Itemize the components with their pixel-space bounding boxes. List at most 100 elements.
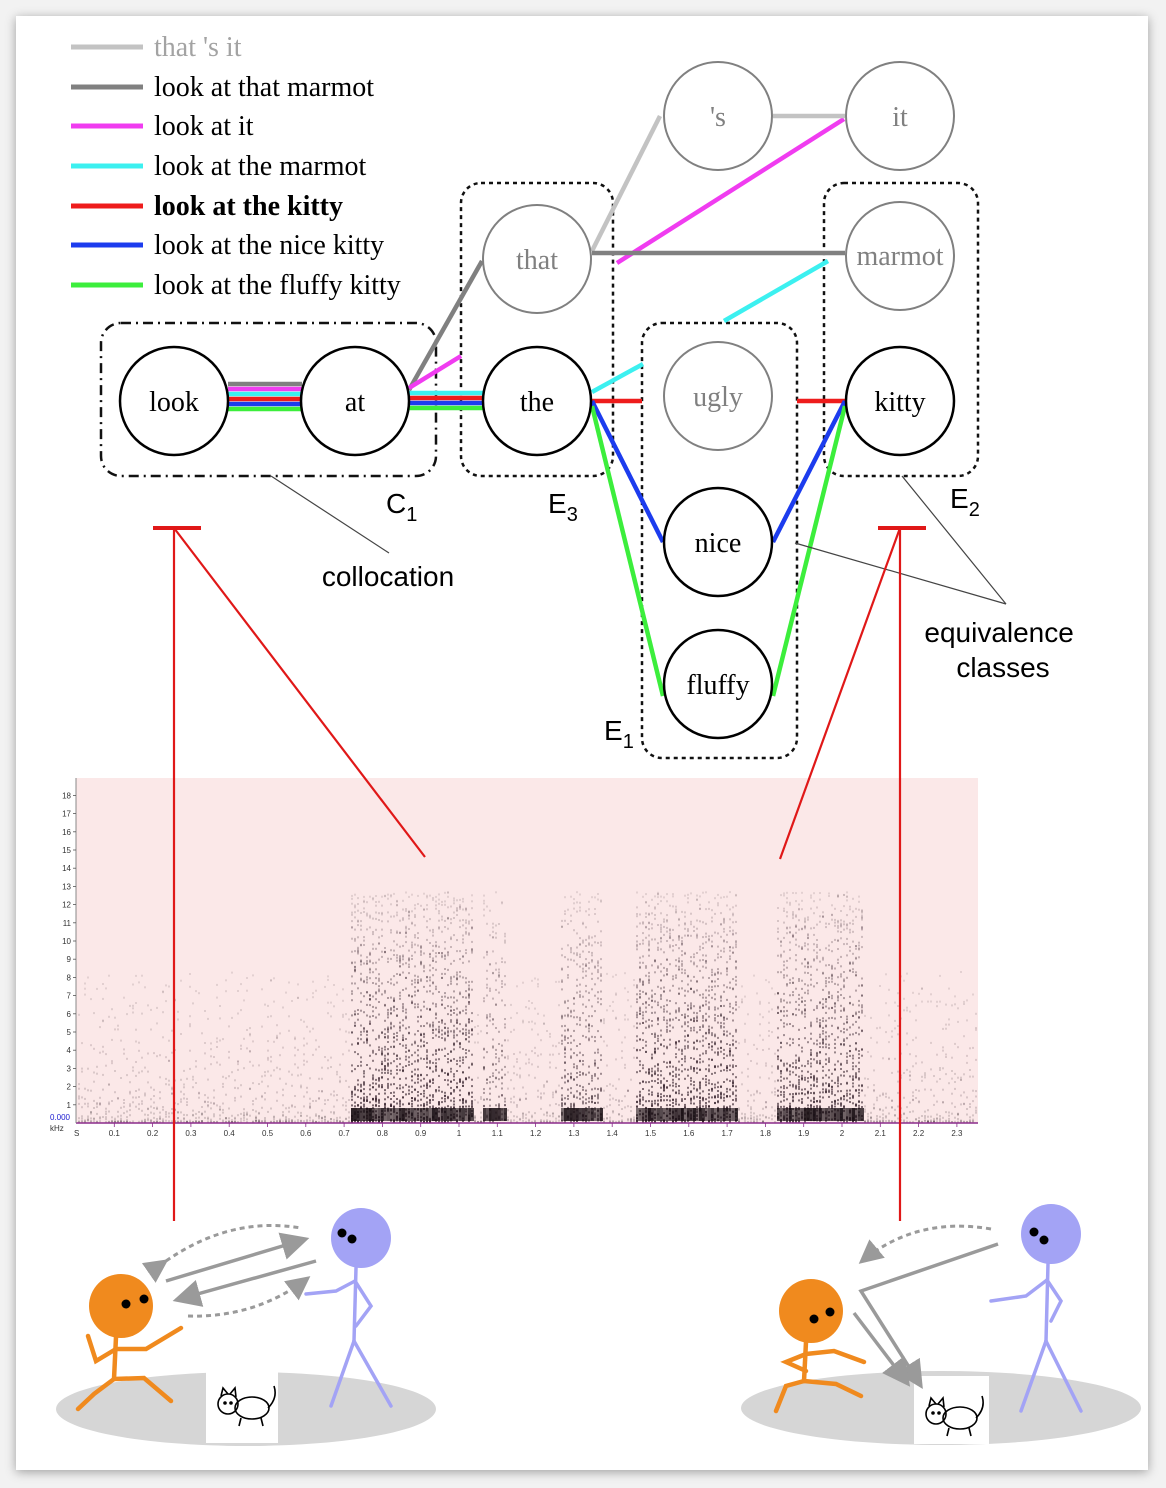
spectrogram-pixel <box>804 1120 806 1123</box>
spectrogram-pixel <box>705 1012 707 1015</box>
spectrogram-pixel <box>354 1024 356 1027</box>
spectrogram-pixel <box>447 917 449 920</box>
spectrogram-pixel <box>582 963 584 966</box>
spectrogram-pixel <box>453 1089 455 1091</box>
spectrogram-pixel <box>312 1100 314 1102</box>
spectrogram-pixel <box>702 1015 704 1017</box>
spectrogram-pixel <box>177 1103 179 1106</box>
spectrogram-pixel <box>357 920 359 923</box>
spectrogram-pixel <box>729 1047 731 1050</box>
spectrogram-pixel <box>783 1095 785 1098</box>
spectrogram-pixel <box>438 919 440 922</box>
spectrogram-pixel <box>804 1027 806 1029</box>
group-labels: C1 E3 E1 E2 <box>386 483 980 753</box>
spectrogram-pixel <box>450 1070 452 1073</box>
spectrogram-pixel <box>483 1120 485 1123</box>
spectrogram-pixel <box>516 1073 518 1076</box>
spectrogram-pixel <box>483 1048 485 1051</box>
spectrogram-pixel <box>453 1044 455 1047</box>
spectrogram-pixel <box>258 1064 260 1067</box>
spectrogram-pixel <box>633 1025 635 1028</box>
spectrogram-pixel <box>660 998 662 1000</box>
spectrogram-pixel <box>519 1067 521 1070</box>
spectrogram-pixel <box>558 1041 560 1044</box>
spectrogram-pixel <box>294 1038 296 1041</box>
spectrogram-pixel <box>774 1093 776 1096</box>
spectrogram-pixel <box>420 963 422 966</box>
spectrogram-pixel <box>498 1060 500 1063</box>
spectrogram-pixel <box>648 997 650 1000</box>
spectrogram-pixel <box>717 968 719 971</box>
spectrogram-pixel <box>720 912 722 915</box>
spectrogram-pixel <box>93 1120 95 1123</box>
spectrogram-pixel <box>399 931 401 934</box>
spectrogram-pixel <box>378 1013 380 1016</box>
legend: that 's it look at that marmot look at i… <box>71 32 401 301</box>
spectrogram-pixel <box>444 891 446 894</box>
spectrogram-pixel <box>267 1110 269 1113</box>
spectrogram-pixel <box>648 940 650 943</box>
spectrogram-pixel <box>807 1096 809 1099</box>
spectrogram-pixel <box>351 961 353 964</box>
spectrogram-pixel <box>807 1080 809 1083</box>
spectrogram-pixel <box>384 1028 386 1031</box>
spectrogram-pixel <box>795 900 797 903</box>
spectrogram-pixel <box>705 1000 707 1003</box>
spectrogram-pixel <box>351 1043 353 1046</box>
spectrogram-pixel <box>489 987 491 990</box>
spectrogram-pixel <box>426 1007 428 1010</box>
spectrogram-pixel <box>657 1023 659 1026</box>
spectrogram-pixel <box>549 1035 551 1038</box>
spectrogram-pixel <box>639 1006 641 1009</box>
spectrogram-pixel <box>696 1071 698 1074</box>
spectrogram-pixel <box>327 1001 329 1004</box>
spectrogram-pixel <box>651 927 653 930</box>
spectrogram-pixel <box>681 1058 683 1060</box>
spectrogram-pixel <box>138 981 140 984</box>
spectrogram-pixel <box>342 999 344 1002</box>
spectrogram-pixel <box>570 1076 572 1079</box>
spectrogram-pixel <box>534 977 536 980</box>
spectrogram-pixel <box>276 1036 278 1039</box>
spectrogram-pixel <box>444 941 446 944</box>
spectrogram-pixel <box>357 1043 359 1045</box>
spectrogram-pixel <box>474 1099 476 1101</box>
spectrogram-pixel <box>171 1086 173 1089</box>
spectrogram-pixel <box>420 1034 422 1037</box>
spectrogram-pixel <box>780 944 782 947</box>
spectrogram-pixel <box>603 1120 605 1123</box>
spectrogram-pixel <box>237 1068 239 1071</box>
spectrogram-pixel <box>432 944 434 947</box>
spectrogram-pixel <box>684 1015 686 1018</box>
spectrogram-pixel <box>789 1023 791 1025</box>
spectrogram-pixel <box>777 1058 779 1061</box>
spectrogram-pixel <box>645 993 647 996</box>
spectrogram-pixel <box>648 912 650 915</box>
spectrogram-pixel <box>369 926 371 929</box>
spectrogram-pixel <box>114 1119 116 1122</box>
spectrogram-pixel <box>96 1103 98 1106</box>
spectrogram-pixel <box>438 945 440 948</box>
spectrogram-pixel <box>639 1038 641 1041</box>
spectrogram-pixel <box>801 1000 803 1003</box>
spectrogram-pixel <box>111 1100 113 1102</box>
spectrogram-pixel <box>459 1108 462 1121</box>
spectrogram-pixel <box>192 1120 194 1123</box>
spectrogram-pixel <box>366 1098 368 1101</box>
spectrogram-pixel <box>132 1004 134 1007</box>
spectrogram-pixel <box>291 1000 293 1002</box>
spectrogram-pixel <box>459 905 461 908</box>
spectrogram-pixel <box>147 1081 149 1084</box>
spectrogram-pixel <box>342 1120 344 1123</box>
spectrogram-pixel <box>801 987 803 990</box>
spectrogram-pixel <box>693 930 695 932</box>
spectrogram-pixel <box>291 1119 293 1122</box>
spectrogram-pixel <box>696 1019 698 1022</box>
spectrogram-pixel <box>414 1073 416 1076</box>
spectrogram-pixel <box>384 1003 386 1006</box>
spectrogram-pixel <box>684 1021 686 1024</box>
spectrogram-pixel <box>351 975 353 978</box>
spectrogram-pixel <box>459 904 461 907</box>
spectrogram-pixel <box>96 1102 98 1105</box>
spectrogram-pixel <box>528 1074 530 1077</box>
